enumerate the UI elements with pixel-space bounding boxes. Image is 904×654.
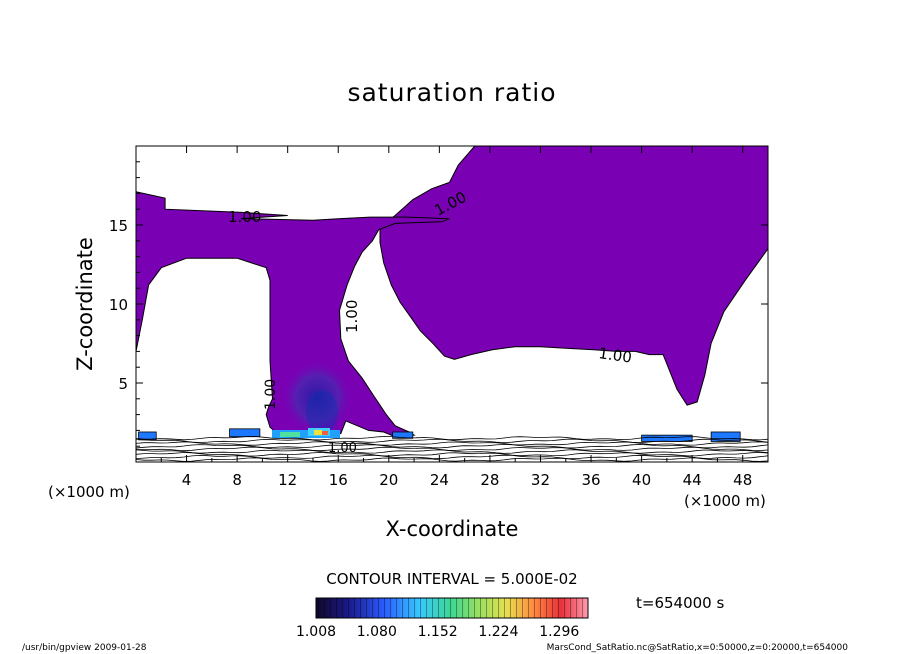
upper-right-cloud <box>379 146 768 406</box>
surface-contour-line <box>136 443 768 449</box>
colorbar-tick-label: 1.152 <box>418 624 458 640</box>
convective-core <box>281 360 353 436</box>
x-tick-label: 12 <box>278 471 297 489</box>
x-tick-label: 44 <box>683 471 702 489</box>
x-axis: 4 8 12 16 20 24 28 32 36 40 44 48 <box>160 146 752 489</box>
colorbar-tick-label: 1.296 <box>539 624 579 640</box>
colorbar-stripes <box>316 598 588 618</box>
y-tick-label: 5 <box>118 375 128 393</box>
surface-contour-line <box>136 441 768 446</box>
x-axis-label: X-coordinate <box>386 517 519 541</box>
y-tick-label: 15 <box>109 217 128 235</box>
x-tick-label: 16 <box>329 471 348 489</box>
colorbar-tick-label: 1.008 <box>296 624 336 640</box>
x-tick-label: 28 <box>480 471 499 489</box>
blue-patch <box>229 428 261 438</box>
contour-label: 1.00 <box>263 379 279 410</box>
colorbar-frame <box>315 597 589 619</box>
surface-contour-line <box>136 435 768 441</box>
y-axis: 5 10 15 <box>109 161 768 447</box>
contour-label: 1.00 <box>328 441 357 456</box>
surface-contour-line <box>136 452 768 457</box>
x-unit-label: (×1000 m) <box>48 483 130 501</box>
x-tick-label: 32 <box>531 471 550 489</box>
x-tick-label: 20 <box>379 471 398 489</box>
blue-patch <box>710 431 741 442</box>
x-tick-label: 48 <box>733 471 752 489</box>
x-tick-label: 8 <box>232 471 242 489</box>
contour-label: 1.00 <box>343 300 361 333</box>
y-tick-label: 10 <box>109 296 128 314</box>
surface-contour-line <box>136 457 768 462</box>
contour-label: 1.00 <box>228 208 261 226</box>
y-unit-label: (×1000 m) <box>684 492 766 510</box>
y-axis-label: Z-coordinate <box>73 237 97 371</box>
surface-contour-lines <box>136 435 768 462</box>
blue-patch <box>392 431 414 439</box>
x-tick-label: 24 <box>430 471 449 489</box>
footer-right: MarsCond_SatRatio.nc@SatRatio,x=0:50000,… <box>547 643 849 653</box>
surface-hotspot <box>272 428 340 438</box>
x-tick-label: 40 <box>632 471 651 489</box>
colorbar-tick-label: 1.080 <box>357 624 397 640</box>
blue-patch <box>641 434 693 442</box>
surface-contour-line <box>136 446 768 452</box>
cloud-band <box>136 191 450 438</box>
colorbar-labels: 1.008 1.080 1.152 1.224 1.296 <box>296 624 579 640</box>
chart-title: saturation ratio <box>347 78 556 107</box>
time-label: t=654000 s <box>636 594 724 612</box>
footer-left: /usr/bin/gpview 2009-01-28 <box>22 643 147 653</box>
x-tick-label: 36 <box>581 471 600 489</box>
convective-core-inner <box>306 390 338 434</box>
x-tick-label: 4 <box>182 471 192 489</box>
contour-label: 1.00 <box>597 344 633 366</box>
plot-area <box>136 146 768 462</box>
colorbar-tick-label: 1.224 <box>478 624 518 640</box>
contour-interval: CONTOUR INTERVAL = 5.000E-02 <box>326 570 577 588</box>
surface-contour-line <box>136 454 768 460</box>
